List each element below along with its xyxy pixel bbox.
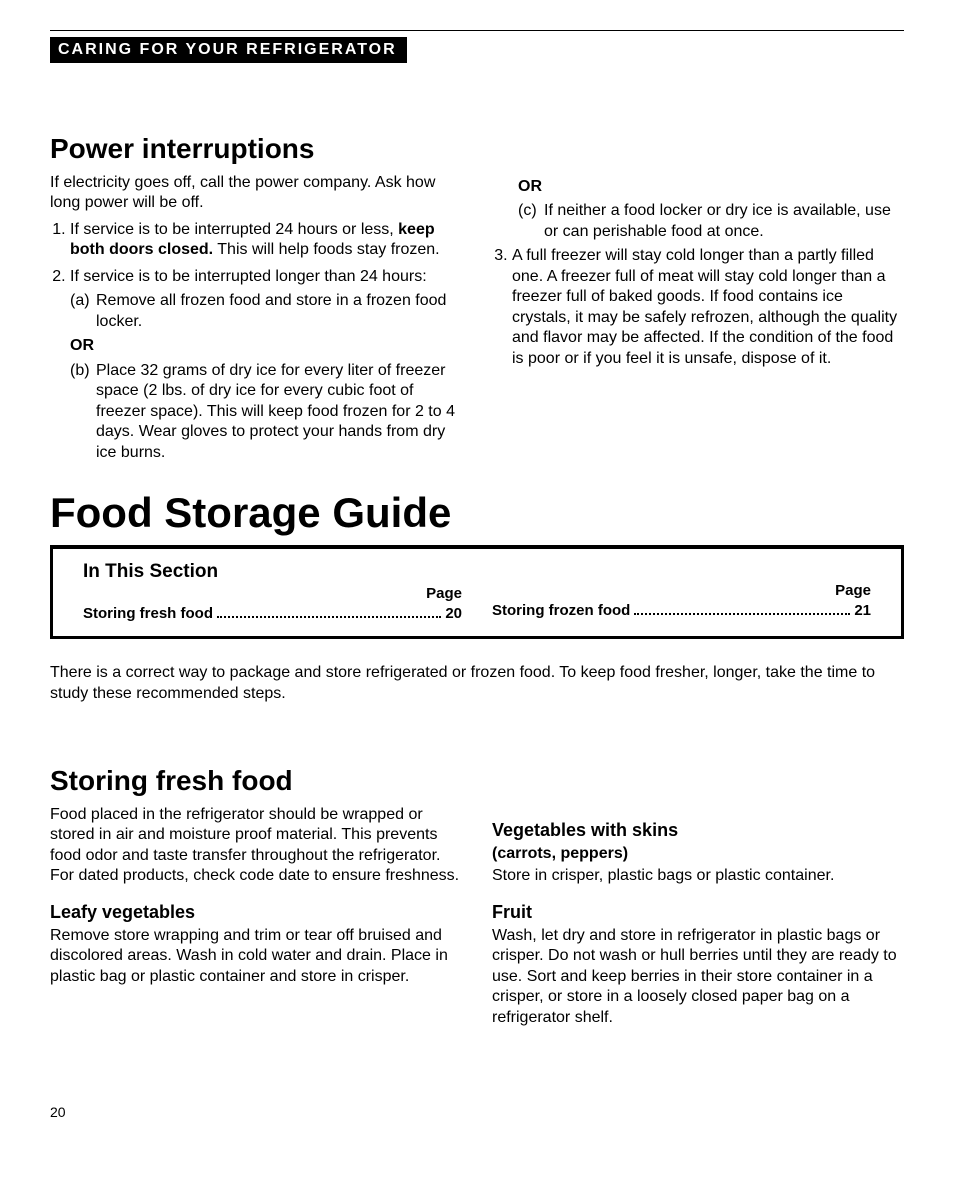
- fresh-columns: Food placed in the refrigerator should b…: [50, 805, 904, 1034]
- toc-1-page: 20: [445, 605, 462, 622]
- power-item-2: If service is to be interrupted longer t…: [70, 267, 462, 463]
- power-item-1-pre: If service is to be interrupted 24 hours…: [70, 221, 398, 238]
- toc-row-1: Storing fresh food 20: [83, 604, 462, 622]
- power-item-1: If service is to be interrupted 24 hours…: [70, 220, 462, 261]
- fruit-text: Wash, let dry and store in refrigerator …: [492, 926, 904, 1028]
- toc-2-page: 21: [854, 602, 871, 619]
- fresh-col-left: Food placed in the refrigerator should b…: [50, 805, 462, 1034]
- power-item-2-text: If service is to be interrupted longer t…: [70, 268, 427, 285]
- fresh-col-right: Vegetables with skins (carrots, peppers)…: [492, 805, 904, 1034]
- power-item-1-post: This will help foods stay frozen.: [213, 241, 439, 258]
- toc-spacer: [492, 561, 871, 582]
- toc-row-2: Storing frozen food 21: [492, 601, 871, 619]
- power-sub-c: (c) If neither a food locker or dry ice …: [518, 201, 904, 242]
- veg-text: Store in crisper, plastic bags or plasti…: [492, 866, 904, 886]
- toc-box: In This Section Page Storing fresh food …: [50, 545, 904, 639]
- food-storage-guide-heading: Food Storage Guide: [50, 489, 904, 537]
- toc-2-dots: [634, 601, 850, 615]
- power-sub-a: (a) Remove all frozen food and store in …: [70, 291, 462, 332]
- toc-columns: In This Section Page Storing fresh food …: [83, 561, 871, 622]
- power-intro: If electricity goes off, call the power …: [50, 173, 462, 214]
- or-1: OR: [70, 336, 462, 356]
- power-sub-b-text: Place 32 grams of dry ice for every lite…: [96, 361, 462, 463]
- power-col-left: If electricity goes off, call the power …: [50, 173, 462, 469]
- top-rule: [50, 30, 904, 31]
- leafy-heading: Leafy vegetables: [50, 901, 462, 924]
- manual-page: CARING FOR YOUR REFRIGERATOR Power inter…: [0, 0, 954, 1160]
- toc-col-1: In This Section Page Storing fresh food …: [83, 561, 462, 622]
- power-sub-a-text: Remove all frozen food and store in a fr…: [96, 291, 462, 332]
- power-col-right: OR (c) If neither a food locker or dry i…: [492, 173, 904, 469]
- power-interruptions-heading: Power interruptions: [50, 133, 904, 165]
- toc-page-label-1: Page: [83, 585, 462, 602]
- sub-marker-c: (c): [518, 201, 544, 242]
- power-sublist: (a) Remove all frozen food and store in …: [70, 291, 462, 463]
- toc-title: In This Section: [83, 561, 462, 583]
- toc-col-2: Page Storing frozen food 21: [492, 561, 871, 622]
- veg-subheading: (carrots, peppers): [492, 844, 904, 864]
- guide-intro: There is a correct way to package and st…: [50, 663, 904, 705]
- sub-marker-a: (a): [70, 291, 96, 332]
- toc-1-label: Storing fresh food: [83, 605, 213, 622]
- toc-2-label: Storing frozen food: [492, 602, 630, 619]
- leafy-text: Remove store wrapping and trim or tear o…: [50, 926, 462, 987]
- storing-fresh-food-heading: Storing fresh food: [50, 765, 904, 797]
- power-sub-c-text: If neither a food locker or dry ice is a…: [544, 201, 904, 242]
- power-sub-b: (b) Place 32 grams of dry ice for every …: [70, 361, 462, 463]
- section-tag: CARING FOR YOUR REFRIGERATOR: [50, 37, 407, 63]
- page-number: 20: [50, 1104, 904, 1120]
- sub-marker-b: (b): [70, 361, 96, 463]
- power-columns: If electricity goes off, call the power …: [50, 173, 904, 469]
- toc-page-label-2: Page: [492, 582, 871, 599]
- veg-heading: Vegetables with skins: [492, 819, 904, 842]
- toc-1-dots: [217, 604, 441, 618]
- power-list: If service is to be interrupted 24 hours…: [50, 220, 462, 463]
- fresh-intro: Food placed in the refrigerator should b…: [50, 805, 462, 887]
- power-list-cont: A full freezer will stay cold longer tha…: [492, 246, 904, 369]
- power-item-3: A full freezer will stay cold longer tha…: [512, 246, 904, 369]
- fruit-heading: Fruit: [492, 901, 904, 924]
- or-2: OR: [518, 177, 904, 197]
